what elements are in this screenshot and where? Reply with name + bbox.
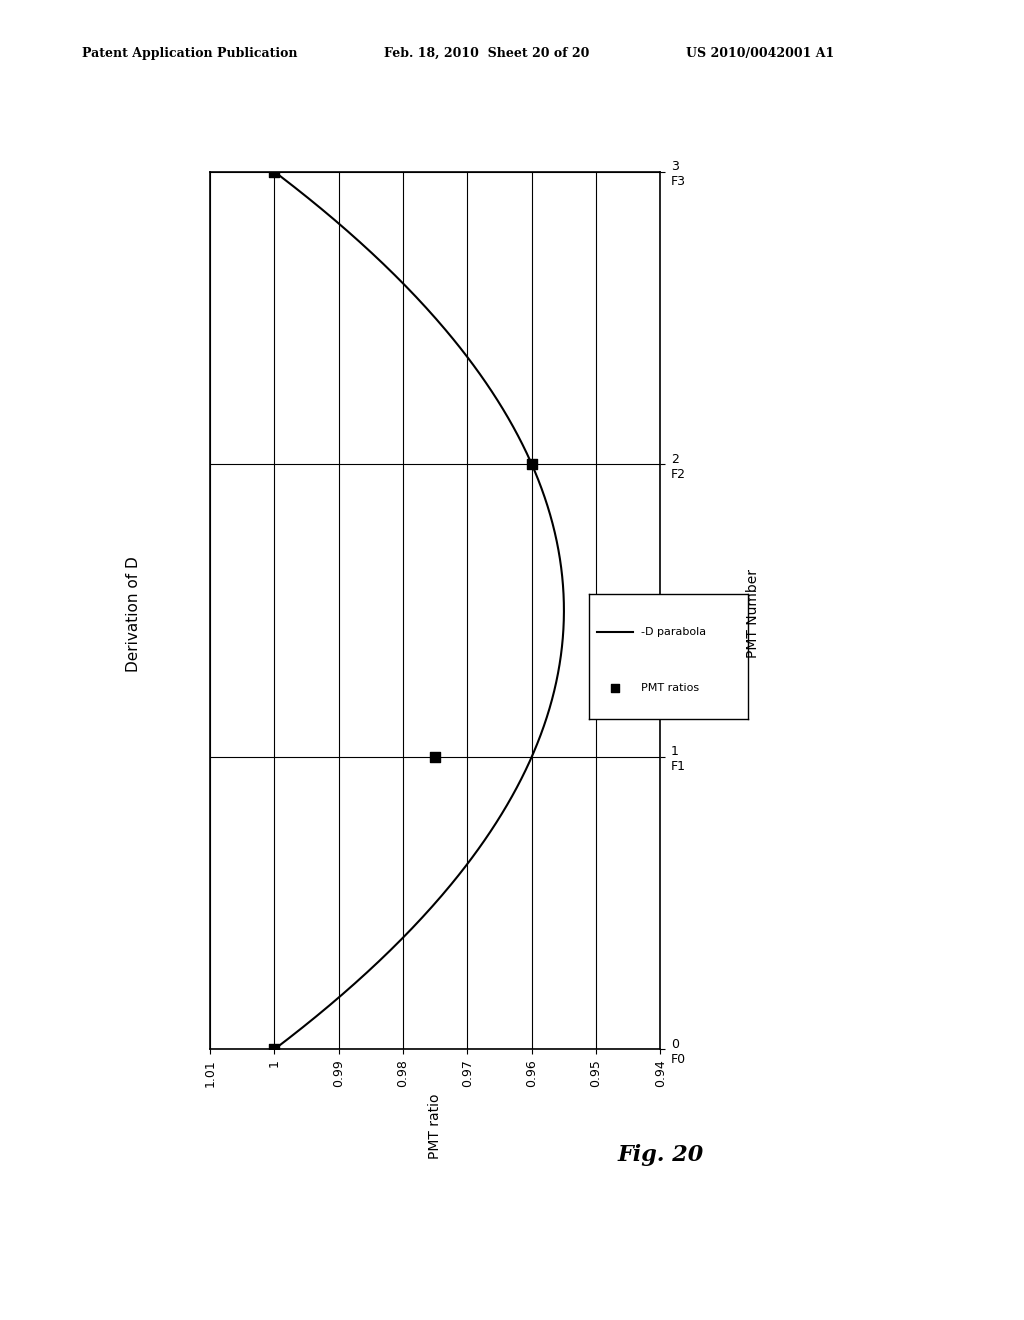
Text: Derivation of D: Derivation of D xyxy=(126,556,140,672)
Text: Feb. 18, 2010  Sheet 20 of 20: Feb. 18, 2010 Sheet 20 of 20 xyxy=(384,46,590,59)
Text: PMT ratio: PMT ratio xyxy=(428,1093,442,1159)
Point xyxy=(898,362,914,383)
Text: Fig. 20: Fig. 20 xyxy=(617,1144,703,1166)
Text: -D parabola: -D parabola xyxy=(641,627,707,636)
Point xyxy=(266,161,283,182)
Point xyxy=(266,1039,283,1060)
Text: PMT ratios: PMT ratios xyxy=(641,682,699,693)
Text: Patent Application Publication: Patent Application Publication xyxy=(82,46,297,59)
Point xyxy=(427,746,443,767)
Point xyxy=(523,454,540,475)
Text: US 2010/0042001 A1: US 2010/0042001 A1 xyxy=(686,46,835,59)
Text: PMT Number: PMT Number xyxy=(745,569,760,659)
